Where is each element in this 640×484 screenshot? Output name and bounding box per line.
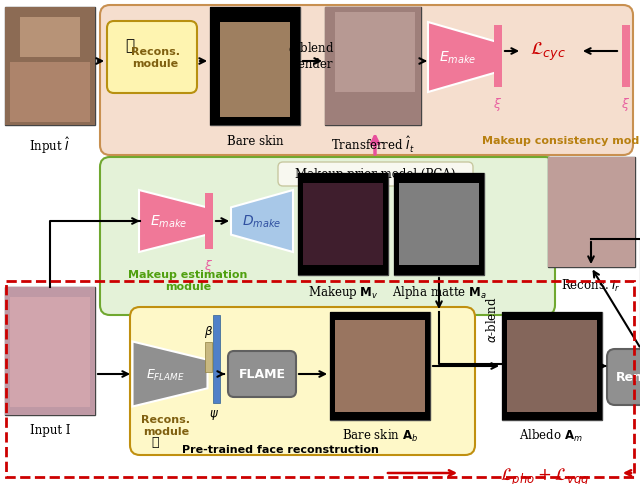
FancyBboxPatch shape [278,163,473,187]
Bar [548,158,635,268]
Text: Render: Render [616,371,640,384]
FancyBboxPatch shape [130,307,475,455]
Text: Makeup estimation
module: Makeup estimation module [128,270,248,291]
Text: FLAME: FLAME [239,368,285,381]
Text: Transferred $\hat{I}_t$: Transferred $\hat{I}_t$ [331,135,415,155]
FancyBboxPatch shape [107,22,197,94]
Polygon shape [428,23,496,93]
Text: $E_{FLAME}$: $E_{FLAME}$ [145,367,184,382]
Text: Bare skin: Bare skin [227,135,284,148]
Text: Recons.
module: Recons. module [141,414,191,436]
Bar [210,8,300,126]
Bar [622,26,630,88]
Text: $\beta$: $\beta$ [204,323,214,339]
Text: $\mathcal{L}_{cyc}$: $\mathcal{L}_{cyc}$ [530,41,566,63]
Bar [5,287,95,415]
Bar [205,194,213,249]
Text: Albedo $\mathbf{A}_m$: Albedo $\mathbf{A}_m$ [519,427,583,443]
Polygon shape [231,191,293,253]
Bar [6,281,634,477]
FancyBboxPatch shape [228,351,296,397]
Text: Alpha matte $\mathbf{M}_a$: Alpha matte $\mathbf{M}_a$ [392,284,486,301]
Text: Recons.
module: Recons. module [131,47,179,69]
Bar [298,174,388,275]
Bar [205,342,212,372]
Text: 🔒: 🔒 [151,436,159,449]
Text: Makeup consistency module: Makeup consistency module [482,136,640,146]
Bar [394,174,484,275]
Text: $\alpha$-blend: $\alpha$-blend [485,296,499,343]
Text: Pre-trained face reconstruction: Pre-trained face reconstruction [182,444,378,454]
Bar [494,26,502,88]
Text: $\mathcal{L}_{pho} + \mathcal{L}_{vgg}$: $\mathcal{L}_{pho} + \mathcal{L}_{vgg}$ [500,466,589,484]
Text: $\alpha$-blend
Render: $\alpha$-blend Render [287,42,334,70]
Text: Makeup prior model (PCA): Makeup prior model (PCA) [295,168,455,181]
Text: $E_{make}$: $E_{make}$ [150,213,188,230]
Bar [325,8,421,126]
Text: Makeup $\mathbf{M}_v$: Makeup $\mathbf{M}_v$ [308,284,378,301]
Text: 🔒: 🔒 [125,38,134,53]
Bar [330,312,430,420]
Polygon shape [132,342,207,407]
Text: Recons. $I_r$: Recons. $I_r$ [561,277,621,293]
Text: $\psi$: $\psi$ [209,407,219,421]
FancyBboxPatch shape [100,158,555,316]
Polygon shape [139,191,207,253]
Text: Input $\hat{I}$: Input $\hat{I}$ [29,135,70,156]
Bar [213,316,220,403]
Text: $D_{make}$: $D_{make}$ [243,213,282,230]
Text: Input I: Input I [29,423,70,436]
FancyBboxPatch shape [607,349,640,405]
Text: $\xi$: $\xi$ [493,96,502,113]
Text: $\xi$: $\xi$ [621,96,630,113]
Text: $E_{make}$: $E_{make}$ [439,50,477,66]
Text: $\xi$: $\xi$ [204,257,214,274]
Bar [5,8,95,126]
Bar [502,312,602,420]
FancyBboxPatch shape [100,6,633,156]
Text: Bare skin $\mathbf{A}_b$: Bare skin $\mathbf{A}_b$ [342,427,418,443]
